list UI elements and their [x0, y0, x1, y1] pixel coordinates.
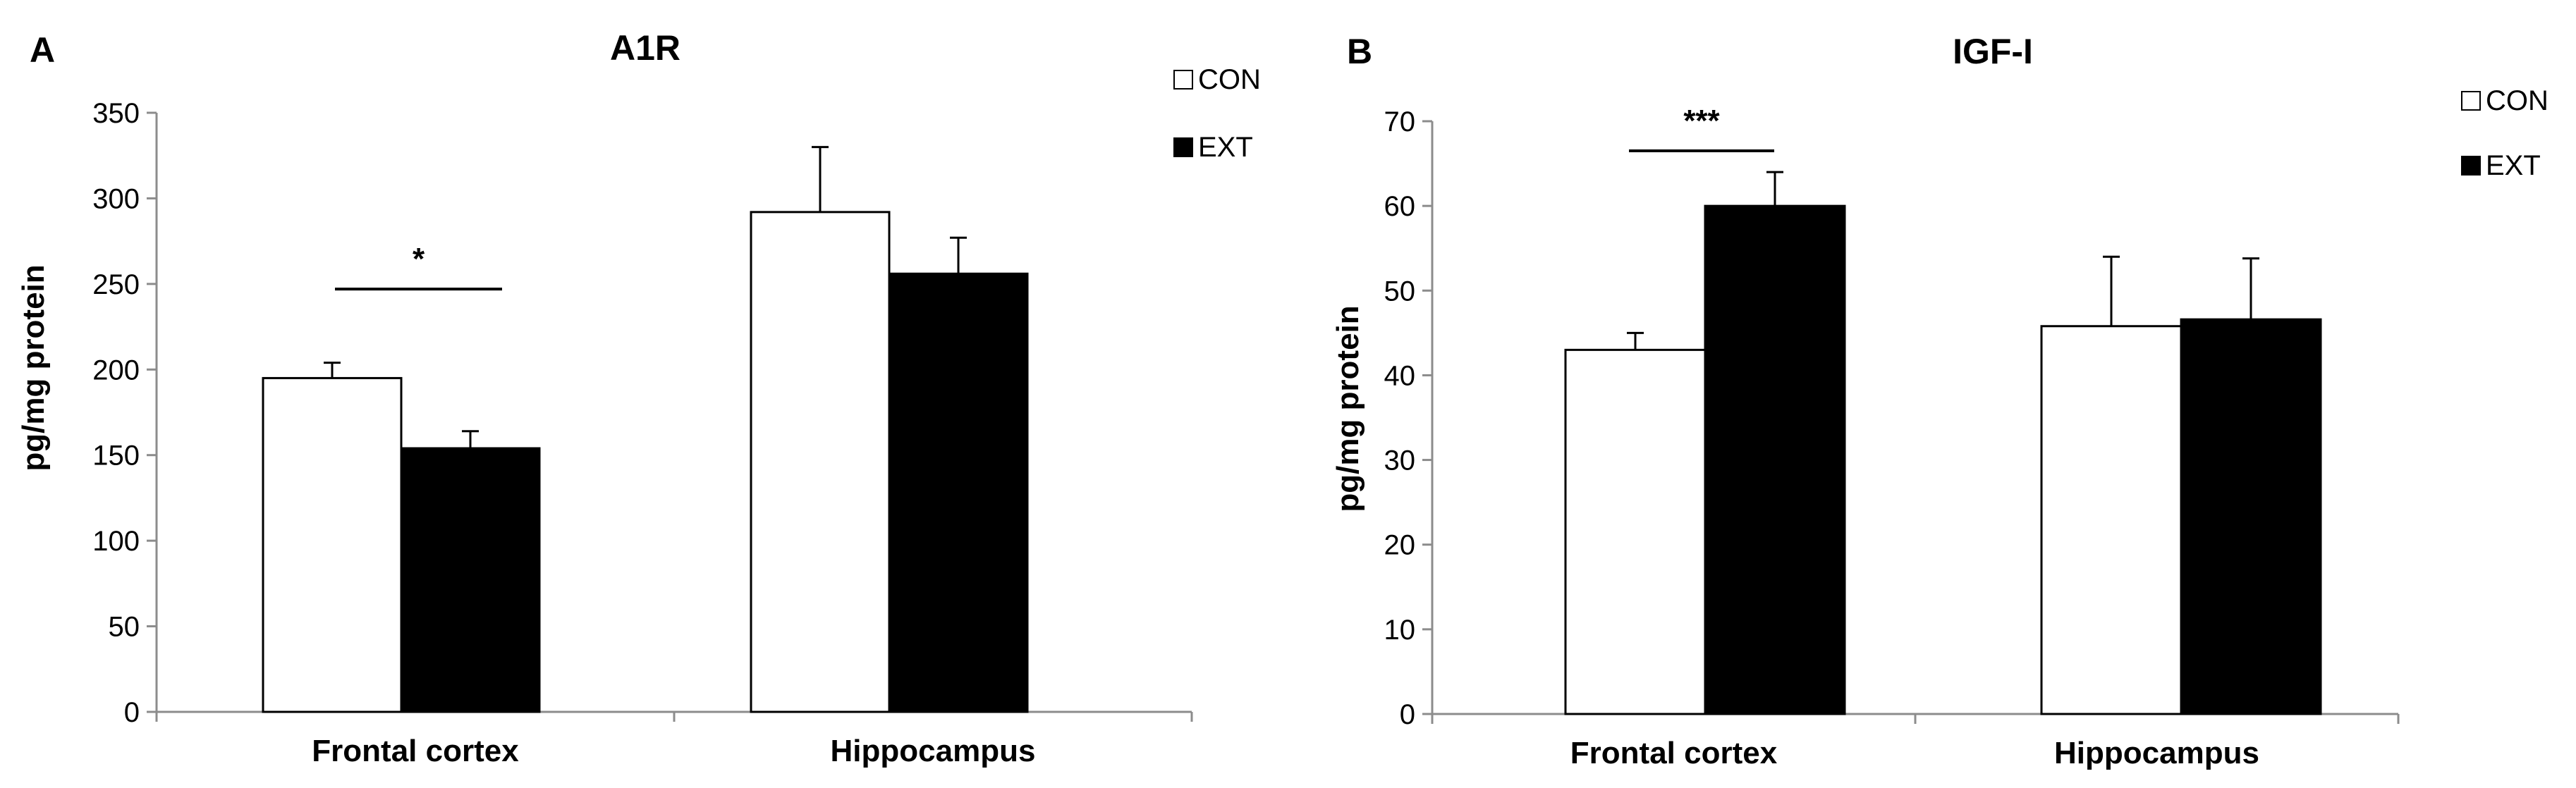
y-tick-label: 10: [1384, 615, 1416, 646]
y-tick-label: 200: [92, 355, 140, 386]
y-tick-label: 0: [1400, 699, 1415, 730]
y-tick-label: 50: [1384, 276, 1416, 307]
y-tick-label: 100: [92, 526, 140, 557]
plot-area: 0 10 20 30 40 50 60 70 Frontal cortex Hippocampus…: [1384, 104, 2400, 770]
chart-panel-igf-i: B IGF-I pg/mg protein 0 10 20 30 40 50 60 70 Fro…: [1288, 0, 2576, 784]
legend-label-ext: EXT: [1198, 132, 1253, 163]
bar-ext-frontal-cortex: [1704, 204, 1846, 715]
y-tick-label: 0: [124, 697, 140, 728]
x-category-label: Frontal cortex: [312, 734, 519, 768]
y-tick-label: 30: [1384, 445, 1416, 476]
chart-a1r: A A1R pg/mg protein 0 50 100 150 200 250 300 35…: [16, 28, 1261, 768]
bar-con-hippocampus: [2040, 325, 2183, 715]
chart-title: IGF-I: [1953, 32, 2033, 71]
x-category-label: Hippocampus: [2054, 736, 2259, 770]
y-tick-label: 250: [92, 269, 140, 300]
legend-label-ext: EXT: [2486, 150, 2541, 181]
y-tick-label: 350: [92, 98, 140, 129]
bar-ext-hippocampus: [2180, 318, 2322, 715]
y-tick-label: 60: [1384, 191, 1416, 222]
chart-igf-i: B IGF-I pg/mg protein 0 10 20 30 40 50 60 70 Fro…: [1331, 32, 2548, 770]
legend-swatch-ext: [1173, 137, 1193, 157]
chart-panel-a1r: A A1R pg/mg protein 0 50 100 150 200 250 300 35…: [0, 0, 1288, 784]
legend-label-con: CON: [2486, 85, 2548, 116]
panel-letter: A: [30, 30, 55, 70]
bar-ext-hippocampus: [888, 272, 1029, 713]
y-tick-label: 150: [92, 441, 140, 472]
x-category-label: Hippocampus: [831, 734, 1036, 768]
y-axis-label: pg/mg protein: [1331, 305, 1365, 512]
bar-con-frontal-cortex: [262, 376, 403, 713]
legend-label-con: CON: [1198, 64, 1261, 95]
x-category-label: Frontal cortex: [1570, 736, 1778, 770]
legend-swatch-con: [2461, 91, 2481, 111]
y-axis-label: pg/mg protein: [16, 264, 51, 471]
bar-ext-frontal-cortex: [400, 447, 541, 713]
plot-area: 0 50 100 150 200 250 300 350 Frontal cortex Hippo…: [92, 98, 1193, 768]
y-tick-label: 40: [1384, 360, 1416, 391]
chart-title: A1R: [610, 28, 680, 68]
y-tick-label: 70: [1384, 106, 1416, 137]
y-tick-label: 300: [92, 183, 140, 214]
legend-swatch-ext: [2461, 156, 2481, 176]
bar-con-hippocampus: [750, 211, 891, 713]
legend: CON EXT: [1173, 64, 1261, 163]
legend: CON EXT: [2461, 85, 2548, 181]
y-tick-label: 50: [109, 612, 140, 643]
y-tick-label: 20: [1384, 530, 1416, 561]
bar-con-frontal-cortex: [1564, 348, 1707, 715]
panel-letter: B: [1347, 32, 1372, 71]
significance-label: *: [413, 242, 425, 276]
legend-swatch-con: [1173, 70, 1193, 90]
significance-label: ***: [1683, 104, 1720, 138]
